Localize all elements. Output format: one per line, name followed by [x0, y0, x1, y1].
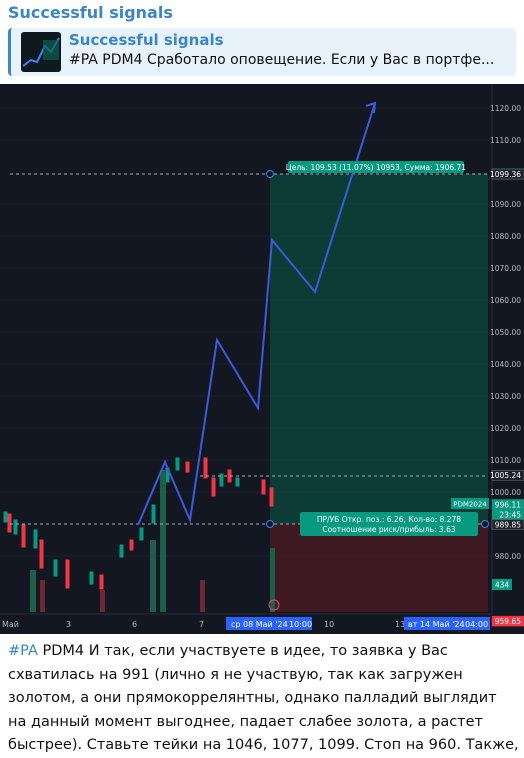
y-tick-label: 1050.00: [490, 328, 521, 337]
y-tick-label: 980.00: [495, 552, 521, 561]
handle: [481, 520, 489, 528]
x-label: 3: [66, 620, 71, 629]
y-tick-label: 1060.00: [490, 296, 521, 305]
handle: [266, 520, 274, 528]
message-line: золотом, а они прямокоррелянтны, однако …: [8, 687, 519, 711]
handle: [266, 170, 274, 178]
reply-author: Successful signals: [69, 31, 224, 49]
forecast-path: [137, 102, 376, 526]
message-line-text: PDM4 И так, если участвуете в идее, то з…: [37, 643, 448, 659]
price-tag-label: 1005.24: [490, 471, 521, 480]
pl-label: ПР/УБ Откр. поз.: 6.26, Кол-во: 8.278: [317, 515, 461, 524]
message-line-text: на данный момент выгоднее, падает слабее…: [8, 713, 483, 730]
rr-label: Соотношение риск/прибыль: 3.63: [322, 525, 455, 534]
price-axis: [492, 84, 524, 614]
channel-title: Successful signals: [8, 3, 173, 22]
target-box: [288, 161, 464, 173]
message-line: быстрее). Ставьте тейки на 1046, 1077, 1…: [8, 734, 519, 758]
thumbnail-art: [22, 37, 60, 67]
start-date: ср 08 Май '24: [231, 620, 288, 629]
hashtag[interactable]: #PA: [8, 643, 38, 659]
symbol-box: [451, 498, 489, 509]
reply-thumbnail: [21, 32, 61, 72]
message-line-text: быстрее). Ставьте тейки на 1046, 1077, 1…: [8, 737, 519, 753]
symbol-label: PDM2024: [453, 501, 487, 509]
message-line: схватилась на 991 (лично я не участвую, …: [8, 664, 519, 688]
pl-box: [300, 512, 478, 536]
candles: [3, 457, 275, 612]
y-tick-label: 1110.00: [490, 136, 521, 145]
alert-icon: [268, 599, 280, 611]
price-tag: [491, 469, 524, 481]
message-line: #PA PDM4 И так, если участвуете в идее, …: [8, 640, 519, 664]
chart-image: Цель: 109.53 (11.07%) 10953, Сумма: 1906…: [0, 84, 524, 634]
start-date-box: [226, 617, 312, 630]
y-tick-label: 1020.00: [490, 424, 521, 433]
y-tick-label: 1030.00: [490, 392, 521, 401]
x-label: 7: [199, 620, 204, 629]
x-label: 10: [324, 620, 334, 629]
loss-zone: [270, 524, 488, 612]
y-tick-label: 1070.00: [490, 264, 521, 273]
x-label: 13: [395, 620, 405, 629]
y-tick-label: 1010.00: [490, 456, 521, 465]
price-tag-label: 1099.36: [490, 170, 521, 179]
message-text: #PA PDM4 И так, если участвуете в идее, …: [8, 640, 519, 758]
arrow-head: [365, 101, 377, 114]
target-label: Цель: 109.53 (11.07%) 10953, Сумма: 1906…: [286, 163, 466, 172]
reply-text: #PA PDM4 Сработало оповещение. Если у Ва…: [69, 52, 495, 68]
countdown: 23:45: [499, 510, 521, 519]
start-time: 10:00: [289, 620, 312, 629]
y-tick-label: 1040.00: [490, 360, 521, 369]
price-tag-label: 996.11: [495, 500, 521, 509]
countdown-box: [492, 509, 524, 520]
message-line-text: золотом, а они прямокоррелянтны, однако …: [8, 690, 497, 706]
y-tick-label: 1120.00: [490, 104, 521, 113]
price-tag-label: 989.85: [495, 520, 521, 529]
end-time: 04:00: [465, 620, 488, 629]
price-tag: [491, 615, 524, 627]
message-line-text: схватилась на 991 (лично я не участвую, …: [8, 666, 463, 683]
y-tick-label: 1000.00: [490, 488, 521, 497]
x-label: Май: [2, 620, 19, 629]
end-date: вт 14 Май '24: [408, 620, 465, 629]
price-tag: [491, 519, 524, 530]
x-label: 6: [132, 620, 137, 629]
message-line: на данный момент выгоднее, падает слабее…: [8, 711, 519, 735]
y-tick-label: 1080.00: [490, 232, 521, 241]
reply-preview[interactable]: Successful signals #PA PDM4 Сработало оп…: [8, 28, 516, 76]
price-tag-label: 959.65: [495, 617, 521, 626]
end-date-box: [404, 617, 490, 630]
profit-zone: [270, 174, 488, 524]
y-tick-label: 1090.00: [490, 200, 521, 209]
volume-label: 434: [495, 581, 510, 590]
volume-box: [492, 579, 512, 590]
price-tag: [491, 168, 524, 180]
